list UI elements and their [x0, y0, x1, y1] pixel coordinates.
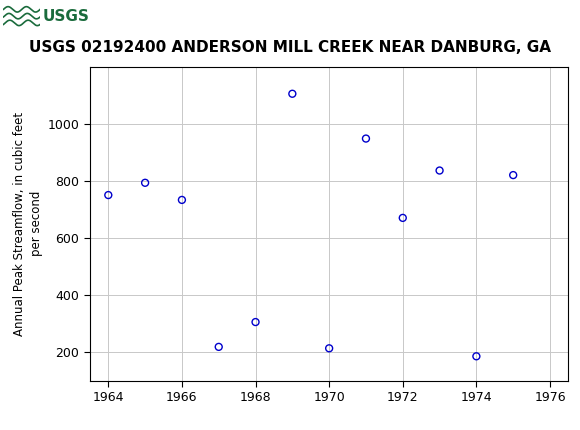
Point [324, 345, 334, 352]
Point [140, 179, 150, 186]
Point [398, 215, 407, 221]
Point [104, 192, 113, 199]
Text: USGS 02192400 ANDERSON MILL CREEK NEAR DANBURG, GA: USGS 02192400 ANDERSON MILL CREEK NEAR D… [29, 40, 551, 55]
Point [251, 319, 260, 326]
Point [177, 197, 187, 203]
Point [214, 344, 223, 350]
Point [361, 135, 371, 142]
FancyBboxPatch shape [3, 3, 70, 30]
Point [435, 167, 444, 174]
Point [509, 172, 518, 178]
Y-axis label: Annual Peak Streamflow, in cubic feet
per second: Annual Peak Streamflow, in cubic feet pe… [13, 111, 44, 336]
Point [472, 353, 481, 360]
Text: USGS: USGS [42, 9, 89, 24]
Point [288, 90, 297, 97]
